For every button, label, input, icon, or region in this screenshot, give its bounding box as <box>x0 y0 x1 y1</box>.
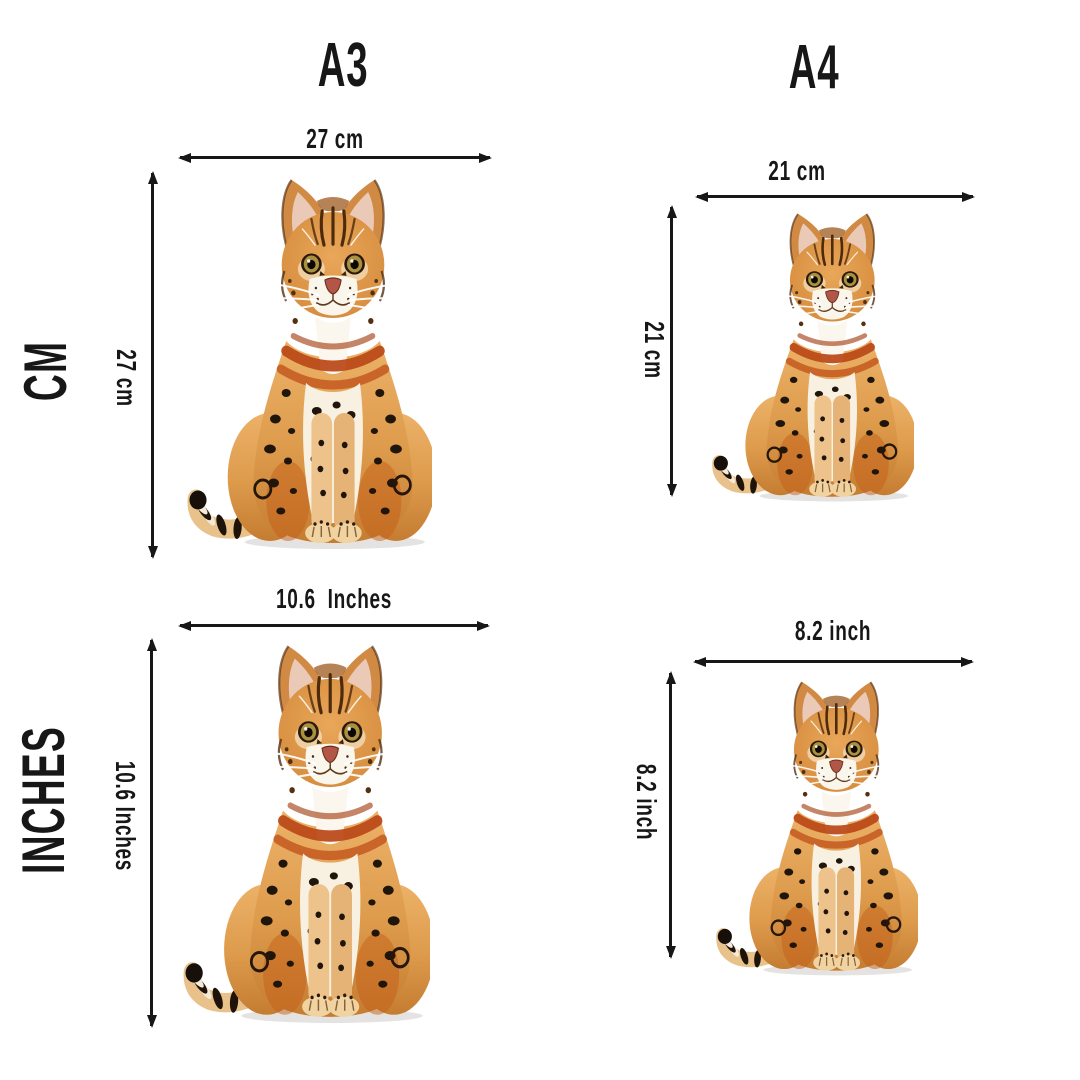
width-arrow-icon-a4-cm <box>697 195 973 198</box>
width-label-a4-cm: 21 cm <box>768 155 826 186</box>
column-header-a4: A4 <box>788 33 840 102</box>
bengal-cat-image-a4-cm <box>706 207 914 503</box>
bengal-cat-image-a4-inches <box>710 675 918 977</box>
width-label-a3-inches: 10.6 Inches <box>275 583 393 614</box>
height-arrow-icon-a3-cm <box>151 173 154 557</box>
width-arrow-icon-a4-inches <box>695 660 972 663</box>
height-label-a3-inches: 10.6 Inches <box>110 760 141 872</box>
row-label-inches: INCHES <box>10 726 77 874</box>
height-arrow-icon-a3-inches <box>150 640 153 1026</box>
height-label-a3-cm: 27 cm <box>111 349 142 407</box>
height-arrow-icon-a4-cm <box>670 207 673 495</box>
width-arrow-icon-a3-cm <box>180 156 490 159</box>
bengal-cat-image-a3-cm <box>180 171 432 551</box>
column-header-a3: A3 <box>317 31 369 100</box>
height-arrow-icon-a4-inches <box>669 673 672 957</box>
height-label-a4-inches: 8.2 inch <box>631 763 662 841</box>
bengal-cat-image-a3-inches <box>176 637 430 1025</box>
width-label-a4-inches: 8.2 inch <box>794 615 872 646</box>
row-label-cm: CM <box>12 340 79 402</box>
width-label-a3-cm: 27 cm <box>306 123 364 154</box>
height-label-a4-cm: 21 cm <box>639 321 670 379</box>
width-arrow-icon-a3-inches <box>180 624 488 627</box>
